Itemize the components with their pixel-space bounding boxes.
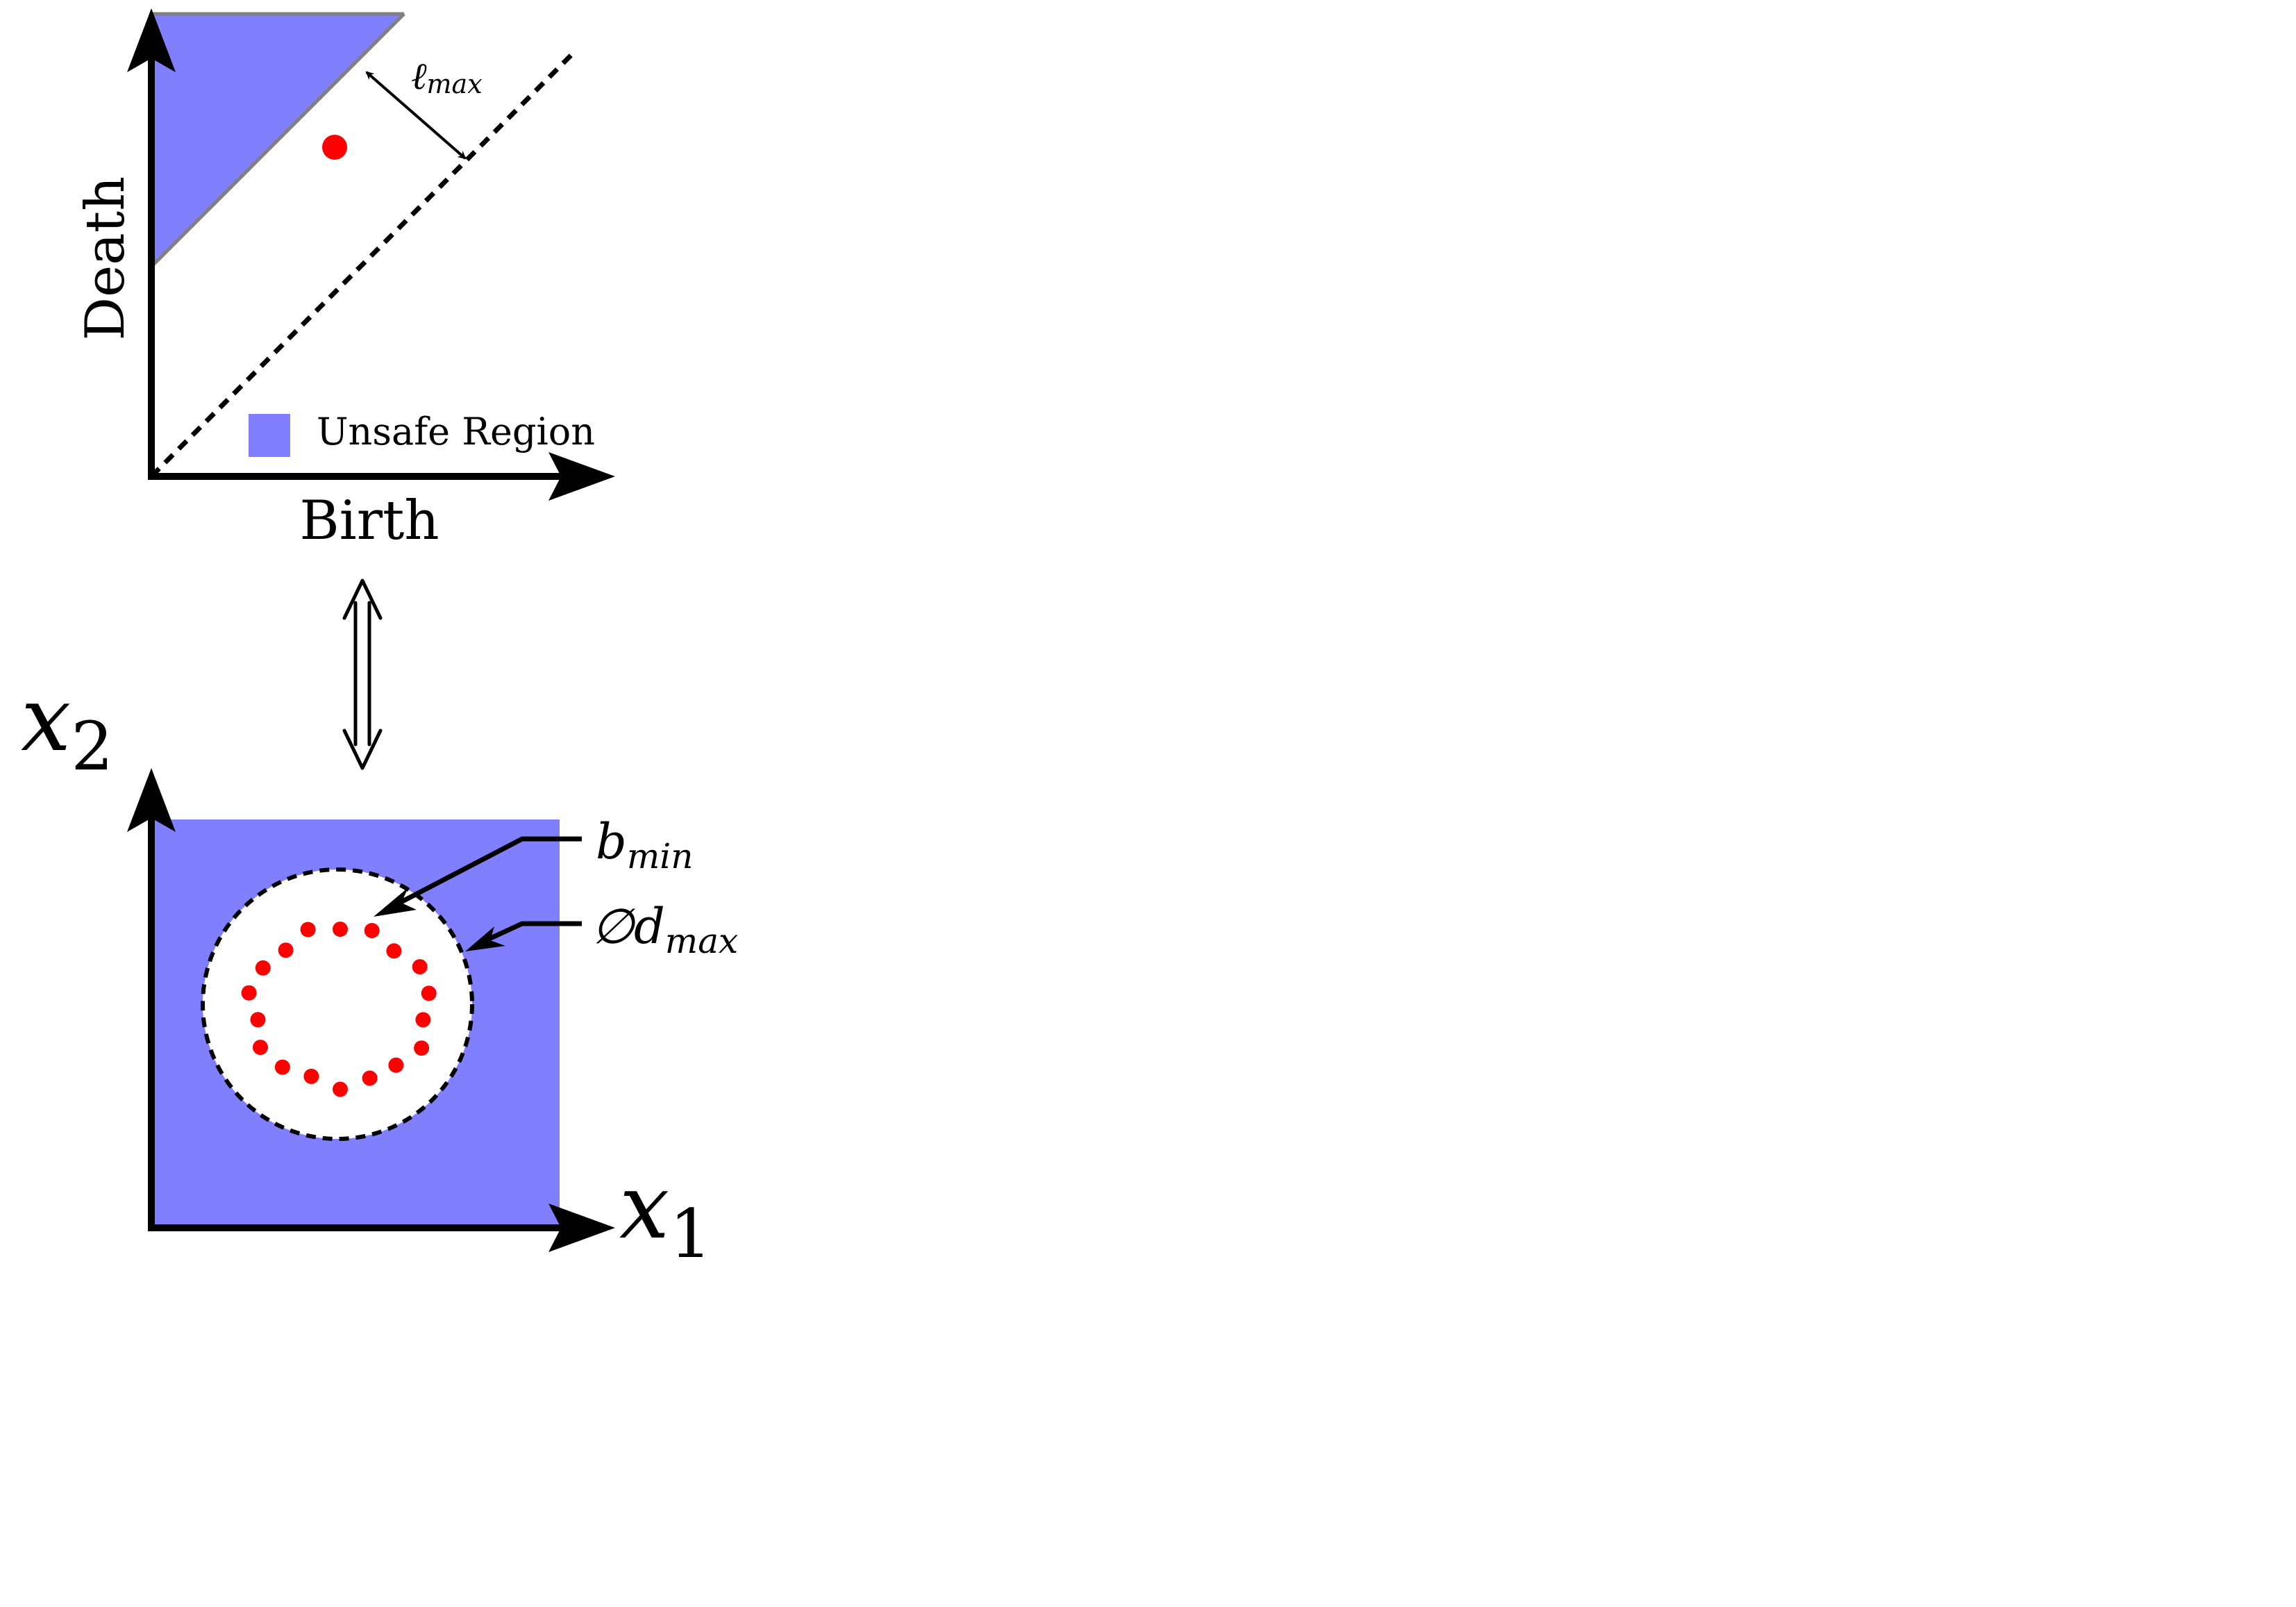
safe-disk	[201, 867, 474, 1141]
x2-axis-label: x2	[21, 668, 113, 785]
persistence-diagram: ℓmax Birth Death Unsafe Region	[74, 8, 615, 552]
birth-leader-arrowhead	[374, 888, 417, 917]
sample-point	[333, 1081, 348, 1097]
diameter-leader-line	[485, 921, 582, 943]
x1-axis-label: x1	[619, 1156, 712, 1273]
sample-point	[333, 922, 348, 937]
equivalence-arrow	[342, 578, 383, 770]
death-axis-arrowhead	[127, 8, 176, 72]
sample-point	[300, 922, 316, 938]
birth-axis-arrowhead	[548, 452, 615, 501]
x1-axis-arrowhead	[548, 1204, 615, 1252]
sample-point	[250, 1012, 266, 1028]
birth-axis-label: Birth	[299, 490, 439, 552]
sample-point	[421, 985, 437, 1001]
birth-label: bmin	[596, 813, 693, 876]
lifetime-label: ℓmax	[411, 54, 483, 99]
legend-label: Unsafe Region	[317, 410, 595, 453]
sample-point	[364, 923, 380, 938]
death-axis-label: Death	[74, 176, 137, 341]
lifetime-double-arrow	[365, 71, 467, 160]
sample-point	[278, 942, 294, 958]
sample-points	[241, 922, 437, 1097]
sample-point	[241, 985, 257, 1001]
sample-point	[362, 1070, 378, 1086]
persistence-point	[322, 135, 347, 160]
x2-axis-arrowhead	[127, 768, 176, 832]
sample-point	[388, 1057, 404, 1073]
diameter-label: ∅dmax	[592, 898, 738, 961]
unsafe-boundary-line	[150, 13, 405, 268]
point-cloud-panel: x1 x2 bmin ∅dmax	[21, 668, 738, 1273]
birth-leader-line	[390, 836, 582, 910]
equivalence-symbol	[342, 578, 383, 770]
sample-point	[414, 1040, 430, 1056]
sample-point	[386, 943, 402, 959]
sample-point	[274, 1059, 290, 1075]
sample-point	[303, 1068, 319, 1084]
diagonal-dashed-line	[149, 48, 578, 478]
legend-swatch	[249, 414, 290, 457]
sample-point	[253, 1040, 268, 1056]
sample-point	[415, 1012, 431, 1028]
diameter-leader-arrowhead	[465, 926, 505, 951]
sample-point	[412, 959, 428, 975]
sample-point	[255, 960, 271, 976]
